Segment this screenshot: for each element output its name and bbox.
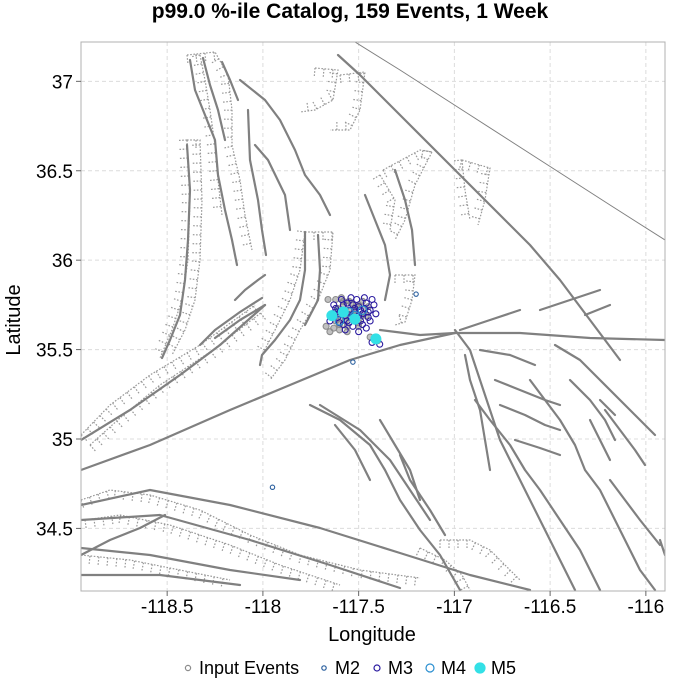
event-point: [332, 304, 340, 313]
y-axis: 34.5 35 35.5 36 36.5 37: [36, 72, 81, 540]
legend-label-2: M3: [388, 658, 413, 678]
event-point: [366, 317, 374, 325]
legend-item-2: M3: [373, 658, 413, 678]
event-point: [349, 301, 357, 309]
event-point: [357, 306, 365, 314]
x-tick-label-4: -116.5: [524, 597, 576, 618]
event-point: [357, 305, 368, 315]
event-point: [326, 310, 338, 322]
event-point: [370, 333, 382, 345]
y-tick-label-1: 35: [52, 430, 73, 451]
event-point: [337, 295, 345, 304]
event-point: [364, 308, 372, 316]
legend-marker-2: [373, 664, 381, 672]
x-axis-label: Longitude: [328, 624, 416, 646]
plot-frame: [80, 41, 666, 592]
event-point: [360, 304, 368, 313]
legend-item-1: M2: [321, 658, 360, 678]
event-point: [358, 320, 367, 329]
y-tick-label-4: 36.5: [36, 162, 73, 183]
legend-item-4: M5: [474, 658, 516, 678]
chart-title: p99.0 %-ile Catalog, 159 Events, 1 Week: [152, 0, 549, 23]
event-point: [335, 319, 344, 327]
event-point: [322, 322, 330, 330]
event-point: [360, 294, 368, 302]
event-point: [413, 291, 419, 297]
legend: Input Events M2 M3 M4 M5: [184, 658, 516, 678]
event-point: [269, 484, 276, 491]
x-axis: -118.5 -118 -117.5 -117 -116.5 -116: [141, 591, 664, 618]
y-tick-label-5: 37: [52, 72, 73, 93]
legend-marker-0: [184, 664, 192, 672]
event-point: [372, 310, 380, 318]
legend-label-3: M4: [441, 658, 466, 678]
y-tick-label-3: 36: [52, 251, 73, 272]
event-point: [370, 301, 378, 309]
event-point: [335, 326, 344, 334]
event-point: [337, 306, 349, 318]
event-point: [364, 313, 372, 321]
series-m5: [326, 306, 382, 345]
fault-map: [81, 42, 665, 591]
x-tick-label-5: -116: [628, 597, 665, 618]
y-tick-label-0: 34.5: [36, 519, 73, 540]
legend-marker-4: [474, 662, 486, 674]
event-point: [324, 295, 332, 304]
y-axis-label: Latitude: [3, 284, 25, 355]
event-point: [330, 301, 338, 309]
legend-item-0: Input Events: [184, 658, 299, 678]
event-markers: [269, 291, 419, 491]
event-point: [341, 326, 349, 334]
legend-marker-1: [321, 665, 327, 671]
x-tick-label-0: -118.5: [141, 597, 193, 618]
event-point: [350, 359, 356, 365]
legend-label-0: Input Events: [199, 658, 299, 678]
x-tick-label-1: -118: [245, 597, 282, 618]
event-point: [334, 316, 345, 326]
legend-marker-3: [425, 663, 435, 673]
legend-label-4: M5: [491, 658, 516, 678]
x-tick-label-2: -117.5: [332, 597, 384, 618]
y-tick-label-2: 35.5: [36, 341, 73, 362]
event-point: [355, 328, 363, 336]
event-point: [362, 324, 370, 332]
event-point: [347, 294, 355, 302]
event-point: [326, 328, 334, 336]
legend-label-1: M2: [335, 658, 360, 678]
event-point: [349, 313, 361, 325]
x-tick-label-3: -117: [436, 597, 473, 618]
legend-item-3: M4: [425, 658, 466, 678]
